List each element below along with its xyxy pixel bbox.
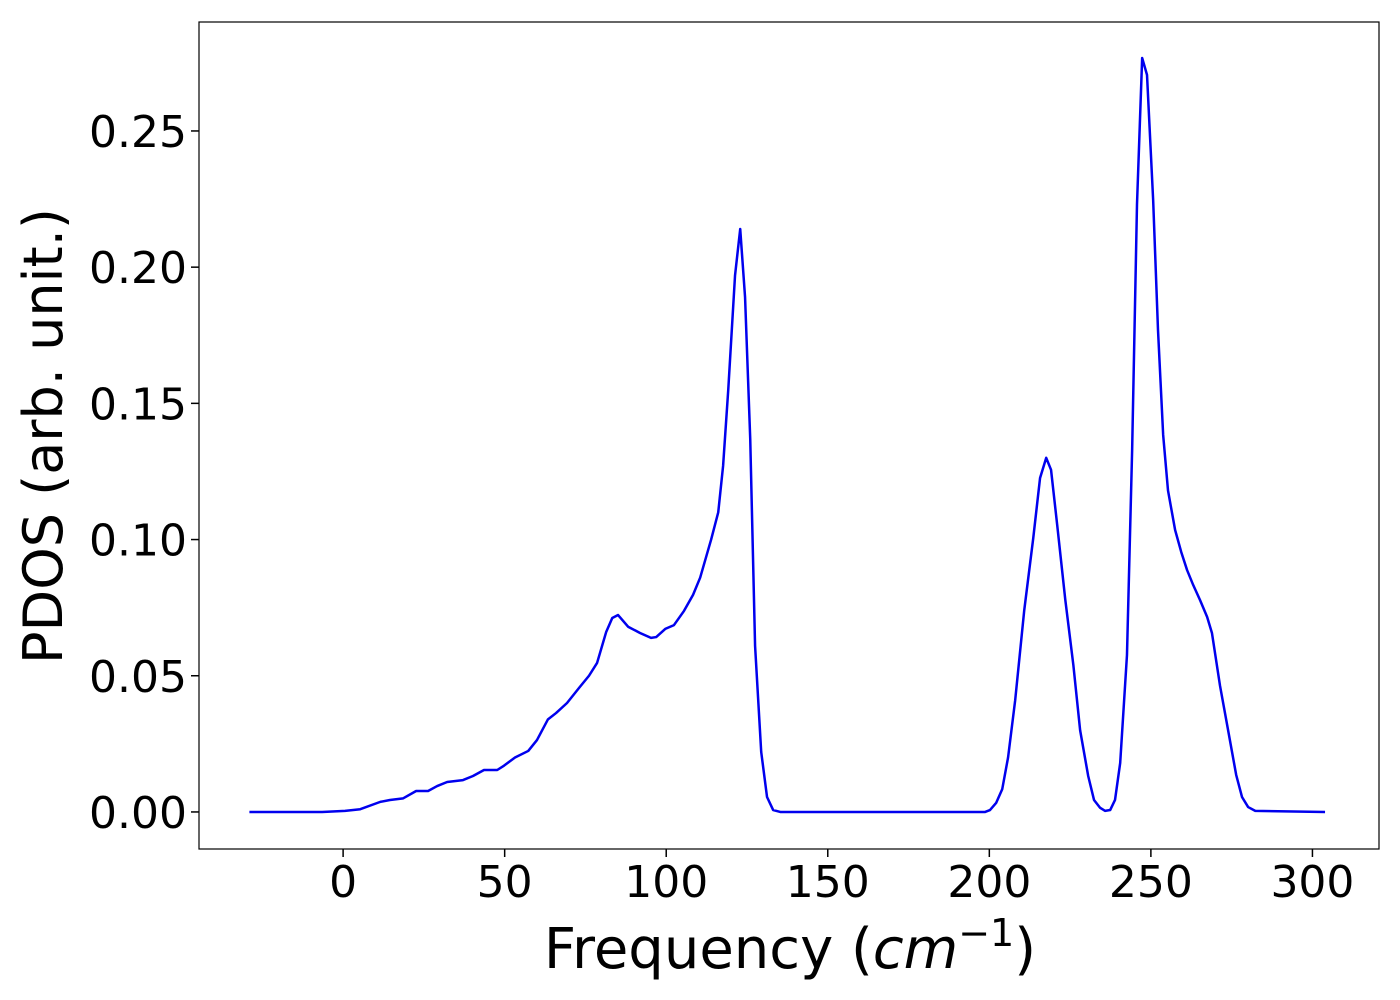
x-tick-label: 200 <box>947 857 1031 908</box>
x-label-part: ) <box>1014 917 1036 982</box>
x-label-part: Frequency ( <box>544 917 873 982</box>
data-line <box>249 56 1326 814</box>
x-tick-label: 250 <box>1109 857 1193 908</box>
x-label-part: cm <box>873 917 958 982</box>
x-tick-label: 150 <box>786 857 870 908</box>
y-tick-label: 0.15 <box>89 379 187 430</box>
x-axis-label: Frequency (cm−1) <box>544 911 1036 982</box>
x-tick-label: 100 <box>624 857 708 908</box>
plot-frame <box>198 21 1380 850</box>
y-tick-label: 0.10 <box>89 516 187 567</box>
y-axis-label: PDOS (arb. unit.) <box>12 208 75 664</box>
x-tick-label: 0 <box>329 857 357 908</box>
y-tick-label: 0.25 <box>89 107 187 158</box>
y-tick-label: 0.00 <box>89 788 187 839</box>
x-tick-label: 50 <box>477 857 533 908</box>
y-tick-label: 0.20 <box>89 243 187 294</box>
y-tick-label: 0.05 <box>89 652 187 703</box>
x-tick-label: 300 <box>1270 857 1354 908</box>
x-label-part: −1 <box>958 911 1014 955</box>
